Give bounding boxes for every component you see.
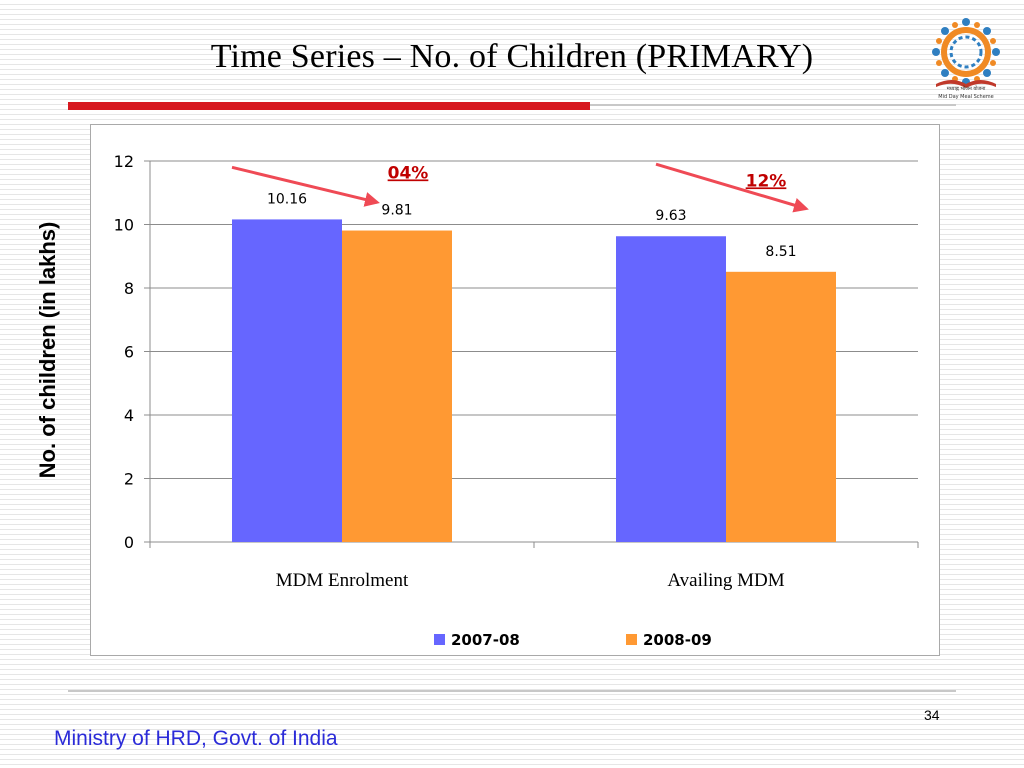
data-label: 9.63	[655, 208, 686, 224]
y-tick-label: 12	[114, 152, 134, 171]
footer-divider	[68, 690, 956, 692]
x-category-label: Availing MDM	[667, 570, 784, 591]
data-labels: 10.16 9.81 9.63 8.51	[267, 191, 797, 259]
legend-label: 2007-08	[451, 631, 520, 649]
logo-book-icon	[936, 80, 996, 88]
axes: 0 2 4 6 8 10 12 MDM Enrolment Availing MDM	[114, 152, 919, 591]
bars	[232, 219, 836, 543]
title-underline	[590, 104, 956, 106]
bar-2008-09-1	[726, 271, 836, 542]
mid-day-meal-logo	[932, 18, 1000, 88]
y-tick-label: 0	[124, 533, 134, 552]
logo-caption-english: Mid Day Meal Scheme	[938, 94, 994, 100]
legend-swatch	[626, 634, 637, 645]
y-tick-label: 8	[124, 279, 134, 298]
change-annotation-label: 04%	[388, 163, 429, 183]
x-category-label: MDM Enrolment	[276, 570, 409, 591]
change-annotations: 04% 12%	[231, 162, 809, 213]
change-annotation-label: 12%	[746, 171, 787, 191]
page-number: 34	[924, 707, 940, 723]
legend: 2007-08 2008-09	[434, 631, 712, 649]
slide-title: Time Series – No. of Children (PRIMARY)	[210, 38, 814, 75]
y-tick-label: 6	[124, 343, 134, 362]
bar-2008-09-0	[342, 230, 452, 542]
data-label: 8.51	[765, 244, 796, 260]
logo-caption-hindi: मध्याह्न भोजन योजना	[946, 86, 986, 92]
y-tick-label: 4	[124, 406, 134, 425]
change-arrow	[231, 165, 380, 207]
legend-swatch	[434, 634, 445, 645]
bar-2007-08-1	[616, 236, 726, 542]
bar-2007-08-0	[232, 219, 342, 543]
title-underline-accent	[68, 102, 590, 110]
y-tick-label: 10	[114, 216, 134, 235]
y-tick-label: 2	[124, 470, 134, 489]
data-label: 10.16	[267, 191, 307, 207]
footer-ministry: Ministry of HRD, Govt. of India	[54, 727, 338, 750]
legend-label: 2008-09	[643, 631, 712, 649]
data-label: 9.81	[381, 203, 412, 219]
change-arrow	[655, 162, 809, 213]
